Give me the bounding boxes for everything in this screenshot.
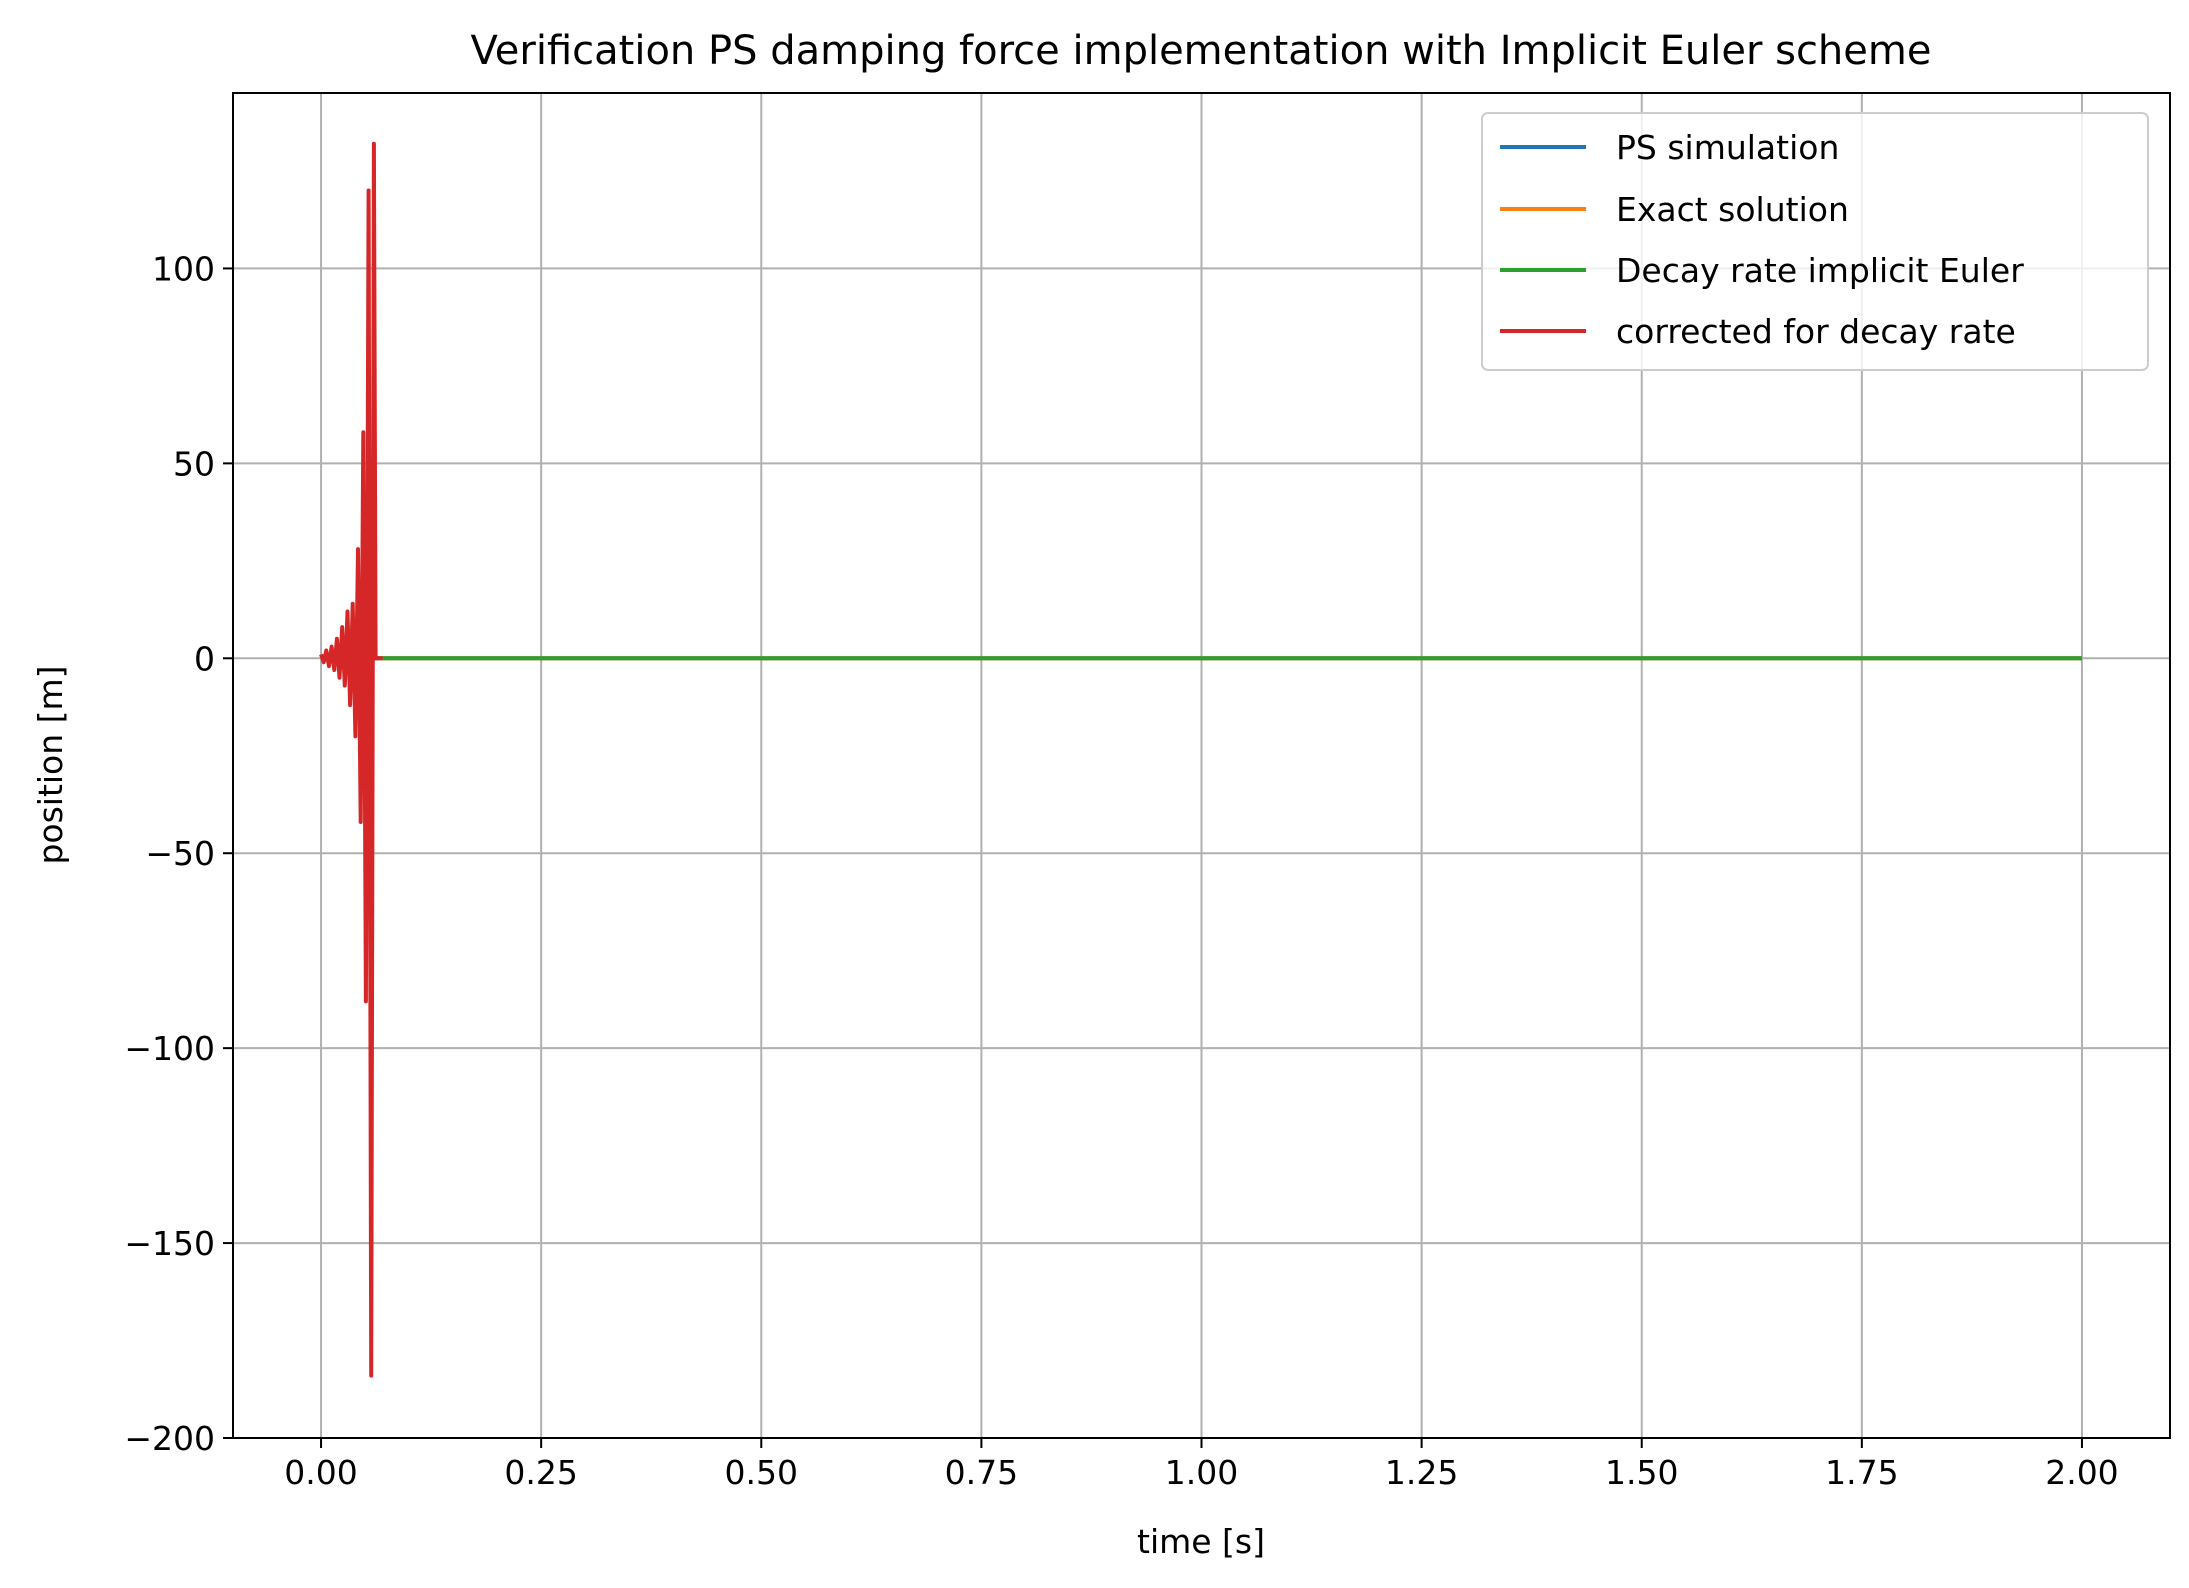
series-line-4 xyxy=(319,141,383,1378)
y-tick-label: −150 xyxy=(124,1224,215,1263)
x-axis-ticks: 0.00 0.25 0.50 0.75 1.00 1.25 1.50 1.75 2.00 xyxy=(284,1438,2119,1492)
x-tick-label: 0.00 xyxy=(284,1453,357,1492)
y-axis-label: position [m] xyxy=(31,665,70,864)
x-axis-label: time [s] xyxy=(1137,1522,1265,1561)
legend-label: PS simulation xyxy=(1616,128,1839,167)
legend-label: corrected for decay rate xyxy=(1616,312,2016,351)
x-tick-label: 0.50 xyxy=(725,1453,798,1492)
chart-title: Verification PS damping force implementa… xyxy=(471,28,1932,74)
y-axis-ticks: 100 50 0 −50 −100 −150 −200 xyxy=(124,249,233,1458)
y-tick-label: 0 xyxy=(194,639,215,678)
x-tick-label: 2.00 xyxy=(2045,1453,2118,1492)
x-tick-label: 0.75 xyxy=(945,1453,1018,1492)
x-tick-label: 1.25 xyxy=(1385,1453,1458,1492)
legend: PS simulation Exact solution Decay rate im… xyxy=(1481,112,2149,371)
x-tick-label: 1.75 xyxy=(1825,1453,1898,1492)
y-tick-label: −100 xyxy=(124,1029,215,1068)
y-tick-label: −200 xyxy=(124,1419,215,1458)
series-lines xyxy=(319,141,2082,1378)
legend-box xyxy=(1481,112,2149,371)
x-tick-label: 0.25 xyxy=(504,1453,577,1492)
x-tick-label: 1.00 xyxy=(1165,1453,1238,1492)
legend-label: Decay rate implicit Euler xyxy=(1616,251,2024,290)
legend-label: Exact solution xyxy=(1616,190,1849,229)
y-tick-label: 50 xyxy=(173,444,215,483)
x-tick-label: 1.50 xyxy=(1605,1453,1678,1492)
y-tick-label: 100 xyxy=(152,249,215,288)
y-tick-label: −50 xyxy=(145,834,215,873)
